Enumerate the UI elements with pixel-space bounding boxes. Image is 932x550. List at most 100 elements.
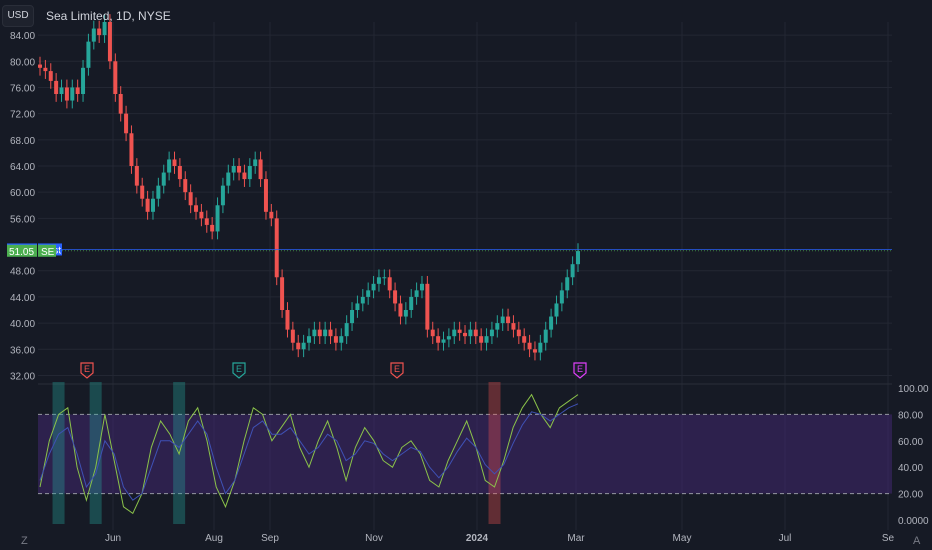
zoom-corner-button[interactable]: Z [21,535,28,547]
candle-body [199,211,204,219]
y-tick-label: 72.00 [10,110,35,121]
y-tick-label: 56.00 [10,214,35,225]
candle-body [328,329,333,337]
candle-body [565,277,570,291]
candle-body [468,329,473,337]
y-tick-label: 68.00 [10,136,35,147]
y-tick-label: 44.00 [10,293,35,304]
candle-body [414,290,419,297]
candle-body [81,67,86,94]
y-tick-label: 84.00 [10,31,35,42]
candle-body [506,316,511,324]
candle-body [495,323,500,330]
candle-body [156,185,161,199]
candle-body [516,329,521,337]
candle-body [86,41,91,68]
oscillator-fast-line [39,393,579,515]
candle-body [398,303,403,317]
candle-body [425,283,430,330]
candle-body [226,172,231,186]
candle-body [215,205,220,232]
candle-body [167,159,172,173]
candle-body [549,316,554,330]
earnings-marker-label: E [577,364,583,374]
candle-body [124,113,129,134]
candle-body [118,94,123,114]
osc-y-tick-label: 60.00 [898,437,923,448]
oscillator-slow-line [39,403,579,501]
candle-body [527,342,532,350]
price-badge-label: SE [41,247,55,258]
osc-y-tick-label: 20.00 [898,490,923,501]
y-tick-label: 64.00 [10,162,35,173]
x-tick-label: Sep [261,533,279,544]
candle-body [312,329,317,337]
candle-body [172,159,177,166]
currency-button[interactable]: USD [2,5,34,27]
y-tick-label: 36.00 [10,345,35,356]
candle-body [479,336,484,343]
candle-body [333,336,338,343]
candle-body [140,185,145,199]
earnings-marker [390,362,404,379]
oscillator-highlight [488,382,501,524]
candle-body [188,192,193,206]
candle-body [301,342,306,350]
candle-body [360,296,365,304]
x-tick-label: Nov [365,533,383,544]
osc-y-tick-label: 40.00 [898,463,923,474]
candle-body [371,283,376,291]
candle-body [538,342,543,353]
candle-body [430,329,435,337]
x-tick-label: Aug [205,533,223,544]
y-tick-label: 60.00 [10,188,35,199]
candle-body [393,290,398,304]
candle-body [409,296,414,310]
candle-body [38,64,42,68]
candle-body [48,71,53,81]
earnings-marker [573,362,587,379]
candle-body [150,198,155,212]
x-tick-label: 2024 [466,533,489,544]
candle-body [570,264,575,278]
candle-body [554,303,559,317]
candle-body [231,166,236,173]
candle-body [576,251,580,265]
candle-body [441,339,446,343]
earnings-marker [232,362,246,379]
candle-body [237,166,242,173]
oscillator-band [38,414,892,494]
candle-body [296,342,301,350]
candle-body [54,80,59,94]
candle-body [269,211,274,219]
auto-scale-button[interactable]: A [913,535,921,547]
candle-body [274,218,279,278]
candle-body [511,323,516,330]
candle-body [247,166,252,180]
candle-body [129,133,134,166]
candle-body [210,224,215,232]
candle-body [500,316,505,324]
y-tick-label: 32.00 [10,371,35,382]
candle-body [177,166,182,180]
y-tick-label: 40.00 [10,319,35,330]
candle-body [204,218,209,225]
candle-body [64,87,69,101]
earnings-marker-label: E [236,364,242,374]
candle-body [376,277,381,284]
candle-body [559,290,564,304]
candle-body [452,329,457,337]
candle-body [307,336,311,343]
candle-body [543,329,548,343]
earnings-marker-label: E [394,364,400,374]
candle-body [489,329,494,337]
candle-body [183,179,188,193]
price-badge-value-bg [7,244,37,257]
x-tick-label: Jul [779,533,792,544]
candle-body [113,61,118,94]
candle-body [366,290,371,297]
candle-body [258,159,263,180]
